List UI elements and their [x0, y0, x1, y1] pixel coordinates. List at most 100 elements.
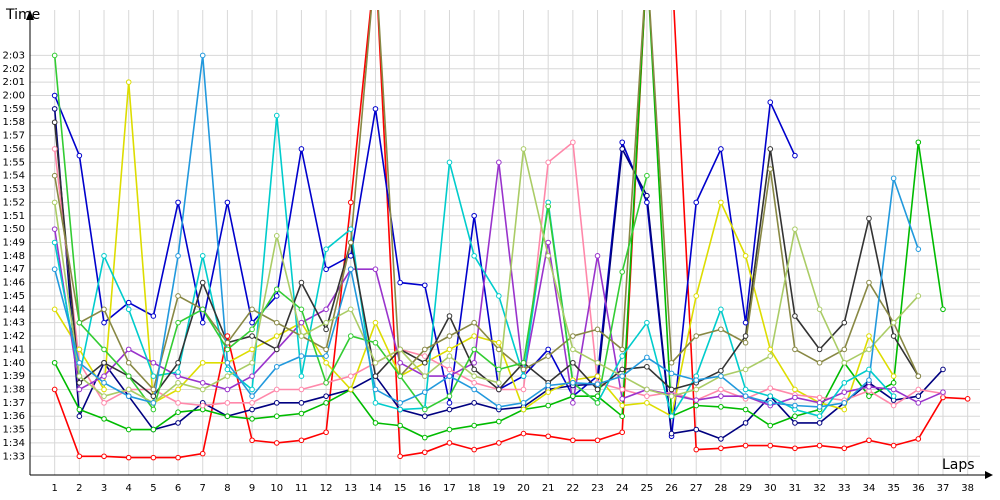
x-tick-label: 27 — [690, 483, 703, 494]
point — [570, 333, 576, 339]
point — [422, 373, 428, 379]
point — [644, 354, 650, 361]
point — [175, 319, 181, 326]
point — [742, 333, 749, 339]
point — [915, 293, 922, 299]
point — [446, 373, 453, 379]
point — [816, 306, 823, 313]
point — [422, 353, 428, 359]
point — [323, 400, 329, 406]
y-tick-label: 1:52 — [3, 197, 25, 208]
point — [446, 406, 453, 413]
point — [101, 453, 107, 460]
point — [397, 453, 403, 460]
point — [199, 279, 206, 286]
point — [347, 226, 354, 232]
point — [273, 333, 280, 339]
y-tick-label: 1:35 — [3, 425, 25, 436]
point — [273, 112, 280, 119]
point — [76, 453, 83, 460]
point — [249, 319, 255, 326]
y-tick-label: 1:48 — [3, 251, 25, 262]
point — [249, 346, 255, 353]
point — [718, 326, 724, 333]
point — [471, 446, 477, 453]
point — [693, 199, 700, 206]
point — [323, 246, 329, 252]
point — [545, 402, 551, 409]
point — [866, 346, 872, 353]
point — [446, 159, 453, 166]
y-tick-label: 2:02 — [3, 64, 25, 75]
point — [940, 306, 946, 313]
y-tick-label: 1:38 — [3, 384, 25, 395]
point — [298, 353, 305, 359]
x-tick-label: 35 — [887, 483, 900, 494]
point — [199, 380, 206, 386]
point — [125, 346, 132, 353]
x-tick-label: 7 — [200, 483, 206, 494]
point — [496, 293, 502, 299]
point — [298, 279, 305, 286]
point — [471, 359, 477, 366]
point — [792, 346, 798, 353]
point — [51, 172, 58, 179]
point — [496, 346, 502, 353]
point — [273, 363, 280, 370]
point — [767, 442, 774, 449]
point — [841, 346, 848, 353]
point — [594, 393, 601, 399]
point — [101, 319, 107, 326]
point — [273, 286, 280, 293]
point — [347, 333, 354, 339]
point — [323, 266, 329, 273]
y-tick-label: 1:57 — [3, 131, 25, 142]
point — [816, 346, 823, 353]
x-tick-label: 21 — [542, 483, 555, 494]
x-tick-label: 19 — [492, 483, 505, 494]
point — [51, 199, 58, 206]
point — [890, 319, 897, 326]
y-tick-label: 1:46 — [3, 278, 25, 289]
point — [742, 339, 749, 346]
point — [101, 359, 107, 366]
point — [816, 442, 823, 449]
point — [101, 386, 107, 393]
x-tick-label: 36 — [912, 483, 925, 494]
point — [718, 404, 724, 410]
point — [125, 426, 132, 433]
y-tick-label: 1:49 — [3, 238, 25, 249]
point — [175, 369, 181, 375]
y-tick-label: 1:40 — [3, 358, 25, 369]
point — [224, 386, 231, 393]
point — [792, 402, 798, 409]
y-tick-label: 1:44 — [3, 304, 25, 315]
point — [841, 445, 848, 452]
point — [644, 192, 650, 199]
y-tick-label: 1:39 — [3, 371, 25, 382]
y-tick-label: 1:56 — [3, 144, 25, 155]
point — [224, 413, 231, 420]
point — [890, 393, 897, 399]
point — [397, 400, 403, 406]
x-tick-label: 28 — [715, 483, 728, 494]
series-line — [53, 10, 968, 459]
point — [866, 377, 872, 383]
point — [520, 146, 527, 152]
point — [693, 386, 700, 393]
point — [570, 359, 576, 366]
point — [742, 386, 749, 393]
point — [668, 370, 675, 377]
point — [323, 306, 329, 313]
point — [792, 413, 798, 420]
point — [767, 99, 774, 105]
x-tick-label: 12 — [320, 483, 333, 494]
point — [298, 319, 305, 326]
point — [940, 389, 946, 395]
point — [496, 380, 502, 386]
point — [767, 385, 774, 391]
point — [545, 203, 551, 210]
point — [792, 152, 798, 159]
point — [619, 366, 626, 373]
